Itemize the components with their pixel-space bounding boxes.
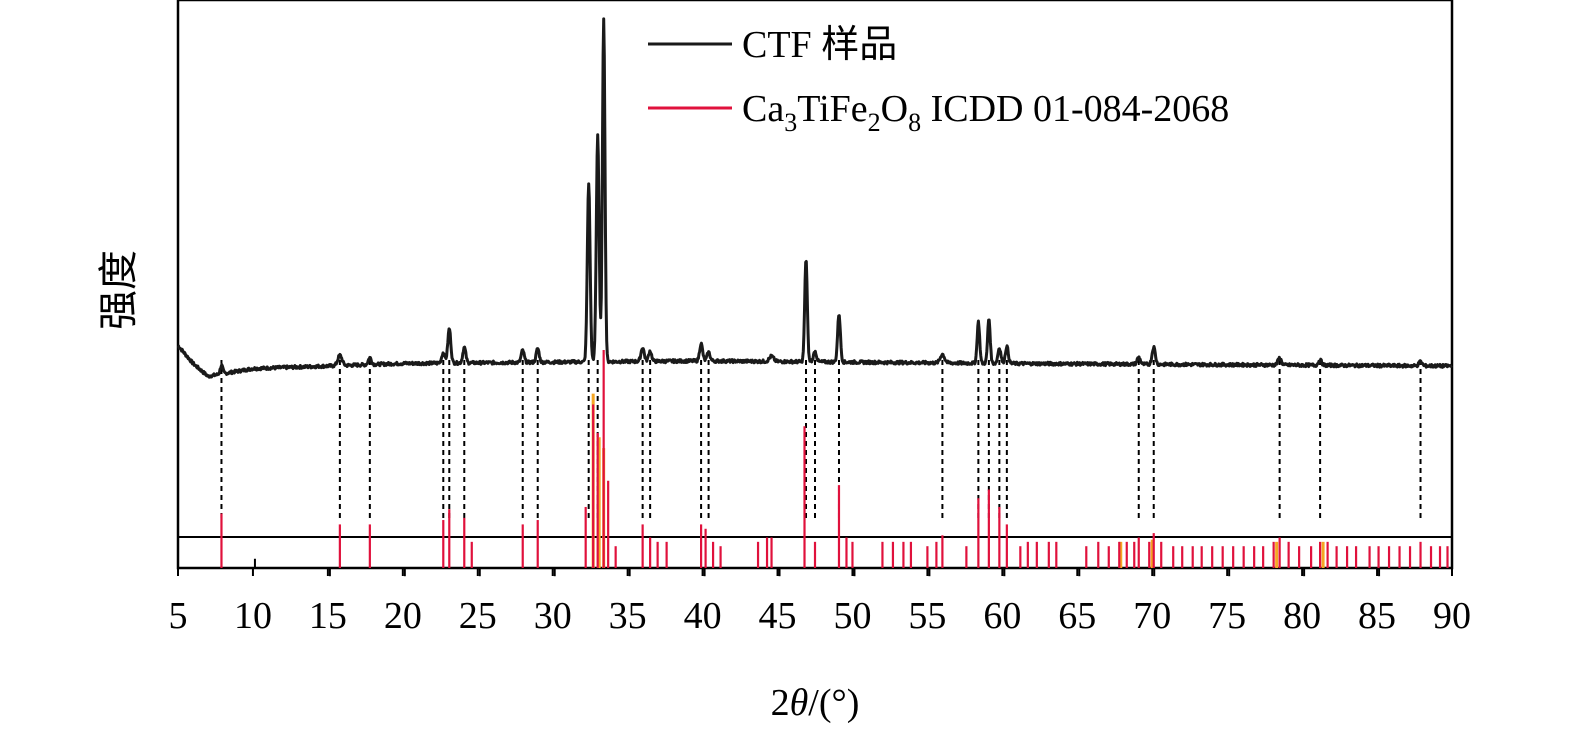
x-tick-label-55: 55 [908, 595, 946, 637]
x-tick-label-15: 15 [309, 595, 347, 637]
legend-label-reference: Ca3TiFe2O8 ICDD 01-084-2068 [742, 88, 1229, 137]
x-tick-label-45: 45 [759, 595, 797, 637]
x-tick-label-5: 5 [169, 595, 188, 637]
x-tick-label-65: 65 [1058, 595, 1096, 637]
legend: CTF 样品 Ca3TiFe2O8 ICDD 01-084-2068 [648, 24, 1229, 137]
x-axis-title: 2θ/(°) [771, 682, 860, 724]
sample-series-line [177, 17, 1453, 379]
y-axis-title: 强度 [96, 250, 142, 330]
x-tick-label-40: 40 [684, 595, 722, 637]
x-tick-label-50: 50 [833, 595, 871, 637]
x-tick-label-90: 90 [1433, 595, 1471, 637]
legend-label-sample: CTF 样品 [742, 24, 897, 66]
x-tick-label-25: 25 [459, 595, 497, 637]
x-tick-label-30: 30 [534, 595, 572, 637]
x-tick-label-85: 85 [1358, 595, 1396, 637]
x-tick-label-35: 35 [609, 595, 647, 637]
x-tick-label-80: 80 [1283, 595, 1321, 637]
x-tick-label-10: 10 [234, 595, 272, 637]
x-axis-ticks [177, 568, 1453, 576]
reference-bars [220, 350, 1449, 568]
x-tick-label-75: 75 [1208, 595, 1246, 637]
x-tick-label-20: 20 [384, 595, 422, 637]
reference-black-ticks [253, 558, 1381, 577]
x-tick-label-70: 70 [1133, 595, 1171, 637]
x-axis-tick-labels: 5 10 15 20 25 30 35 40 45 50 55 60 65 70 75 80 85 90 [169, 595, 1472, 637]
guide-lines [220, 360, 1422, 522]
x-tick-label-60: 60 [983, 595, 1021, 637]
plot-frame [176, 0, 1454, 570]
